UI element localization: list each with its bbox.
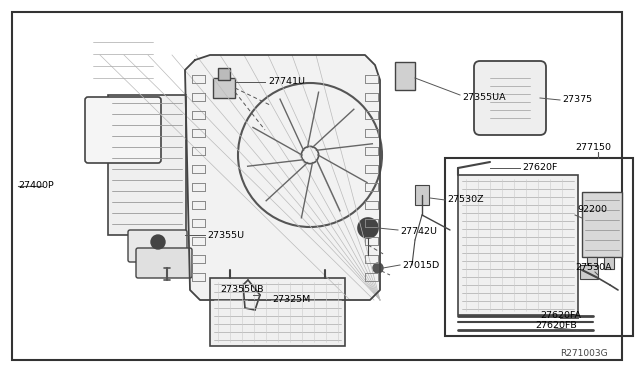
Text: 27742U: 27742U — [400, 228, 437, 237]
Bar — [395, 62, 415, 90]
Circle shape — [155, 239, 161, 245]
Text: 277150: 277150 — [575, 144, 611, 153]
Bar — [218, 68, 230, 80]
Text: 27620FB: 27620FB — [535, 321, 577, 330]
Circle shape — [358, 218, 378, 238]
Bar — [445, 158, 633, 336]
Circle shape — [151, 235, 165, 249]
Bar — [580, 265, 598, 279]
FancyBboxPatch shape — [136, 248, 192, 278]
Text: R271003G: R271003G — [560, 349, 607, 358]
Text: 27355UB: 27355UB — [220, 285, 264, 295]
FancyBboxPatch shape — [474, 61, 546, 135]
Text: 27375: 27375 — [562, 96, 592, 105]
Text: 27325M: 27325M — [272, 295, 310, 305]
Text: 27530Z: 27530Z — [447, 196, 484, 205]
Bar — [108, 95, 186, 235]
Bar — [458, 175, 578, 315]
Text: 27620FA: 27620FA — [540, 311, 581, 320]
Text: 27620F: 27620F — [522, 164, 557, 173]
Text: 27015D: 27015D — [402, 260, 439, 269]
FancyBboxPatch shape — [128, 230, 187, 262]
Bar — [210, 278, 345, 346]
Text: 27741U: 27741U — [268, 77, 305, 87]
Bar — [587, 257, 597, 269]
Text: 27530A: 27530A — [575, 263, 612, 273]
FancyBboxPatch shape — [85, 97, 161, 163]
Text: 92200: 92200 — [577, 205, 607, 215]
Bar — [604, 257, 614, 269]
Text: 27355UA: 27355UA — [462, 93, 506, 102]
Bar — [582, 192, 622, 257]
Bar — [213, 78, 235, 98]
Circle shape — [373, 263, 383, 273]
Text: 27355U: 27355U — [207, 231, 244, 240]
Text: 27400P: 27400P — [18, 182, 54, 190]
Polygon shape — [185, 55, 380, 300]
Bar — [415, 185, 429, 205]
